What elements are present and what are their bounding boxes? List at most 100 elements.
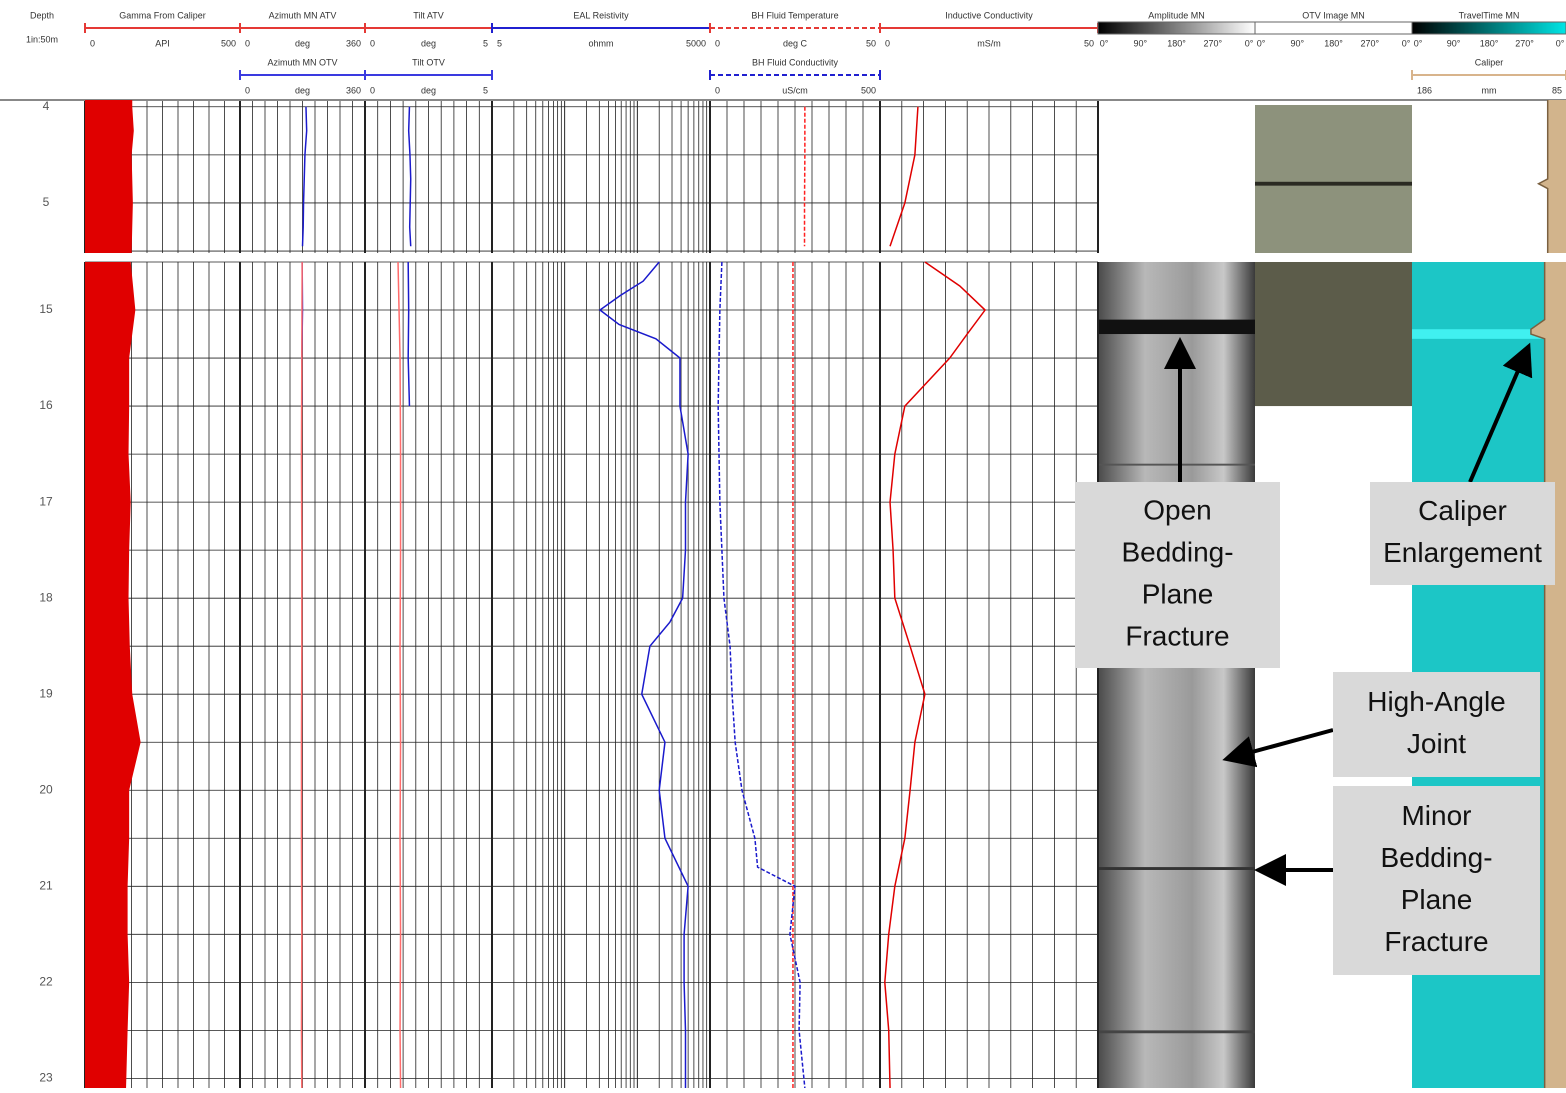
annotation-text: Caliper xyxy=(1418,495,1507,526)
scale-unit: deg xyxy=(421,38,436,48)
track-title: EAL Reistivity xyxy=(573,10,629,20)
depth-label: 23 xyxy=(39,1071,53,1085)
ramp-tick: 270° xyxy=(1515,38,1534,48)
otv-band xyxy=(1255,182,1412,186)
color-ramp xyxy=(1255,22,1412,34)
ramp-tick: 90° xyxy=(1447,38,1461,48)
track-title: Tilt OTV xyxy=(412,57,445,67)
scale-max: 5 xyxy=(483,85,488,95)
ramp-tick: 0° xyxy=(1556,38,1565,48)
ramp-tick: 0° xyxy=(1100,38,1109,48)
annotation-text: Fracture xyxy=(1125,620,1229,651)
log-curve xyxy=(398,262,401,1088)
scale-unit: deg xyxy=(421,85,436,95)
track-title: BH Fluid Temperature xyxy=(751,10,838,20)
annotation-text: Bedding- xyxy=(1380,842,1492,873)
ramp-tick: 90° xyxy=(1290,38,1304,48)
scale-max: 500 xyxy=(221,38,236,48)
ramp-tick: 90° xyxy=(1133,38,1147,48)
ramp-tick: 180° xyxy=(1480,38,1499,48)
grid xyxy=(85,100,1098,1088)
scale-unit: API xyxy=(155,38,170,48)
scale-max: 500 xyxy=(861,85,876,95)
scale-min: 5 xyxy=(497,38,502,48)
track-title: Caliper xyxy=(1475,57,1504,67)
scale-min: 0 xyxy=(245,85,250,95)
scale-unit: uS/cm xyxy=(782,85,808,95)
ramp-tick: 0° xyxy=(1245,38,1254,48)
annotation-text: Enlargement xyxy=(1383,537,1542,568)
log-curve xyxy=(408,262,409,406)
depth-title: Depth xyxy=(30,10,54,20)
otv-image xyxy=(1255,262,1412,406)
annotation-text: Minor xyxy=(1401,800,1471,831)
scale-unit: deg C xyxy=(783,38,808,48)
scale-unit: mm xyxy=(1482,85,1497,95)
log-curve xyxy=(301,262,302,1088)
scale-unit: mS/m xyxy=(977,38,1001,48)
scale-unit: deg xyxy=(295,38,310,48)
ramp-tick: 0° xyxy=(1414,38,1423,48)
depth-label: 18 xyxy=(39,590,53,604)
annotation-text: Fracture xyxy=(1384,926,1488,957)
annotation-text: Open xyxy=(1143,494,1212,525)
scale-unit: deg xyxy=(295,85,310,95)
track-title: TravelTime MN xyxy=(1459,10,1520,20)
scale-min: 0 xyxy=(245,38,250,48)
track-title: Gamma From Caliper xyxy=(119,10,206,20)
annotation-text: Plane xyxy=(1142,578,1214,609)
amplitude-band xyxy=(1098,320,1255,334)
annotation-text: Bedding- xyxy=(1121,536,1233,567)
ramp-tick: 270° xyxy=(1203,38,1222,48)
scale-min: 186 xyxy=(1417,85,1432,95)
scale-max: 50 xyxy=(866,38,876,48)
log-curve xyxy=(409,107,411,247)
amplitude-band xyxy=(1098,1030,1255,1033)
track-title: Amplitude MN xyxy=(1148,10,1205,20)
scale-max: 85 xyxy=(1552,85,1562,95)
ramp-tick: 180° xyxy=(1324,38,1343,48)
log-curve xyxy=(890,107,918,247)
depth-label: 19 xyxy=(39,686,53,700)
depth-label: 16 xyxy=(39,398,53,412)
log-curve xyxy=(1539,100,1548,253)
color-ramp xyxy=(1412,22,1566,34)
scale-min: 0 xyxy=(90,38,95,48)
annotation-text: High-Angle xyxy=(1367,686,1506,717)
track-title: OTV Image MN xyxy=(1302,10,1365,20)
log-curve xyxy=(303,107,307,247)
scale-max: 50 xyxy=(1084,38,1094,48)
annotation-text: Joint xyxy=(1407,728,1466,759)
log-curve xyxy=(885,262,985,1088)
scale-max: 5 xyxy=(483,38,488,48)
amplitude-band xyxy=(1098,464,1255,466)
depth-label: 22 xyxy=(39,975,53,989)
log-curve xyxy=(600,262,688,1088)
track-title: Tilt ATV xyxy=(413,10,444,20)
scale-max: 360 xyxy=(346,85,361,95)
depth-label: 4 xyxy=(43,99,50,113)
scale-min: 0 xyxy=(715,85,720,95)
chart: Depth 1in:50m 45151617181920212223Gamma … xyxy=(0,0,1566,1088)
track-title: BH Fluid Conductivity xyxy=(752,57,839,67)
otv-image xyxy=(1255,105,1412,253)
ramp-tick: 0° xyxy=(1257,38,1266,48)
track-title: Azimuth MN OTV xyxy=(267,57,337,67)
scale-max: 360 xyxy=(346,38,361,48)
color-ramp xyxy=(1098,22,1255,34)
depth-label: 5 xyxy=(43,195,50,209)
scale-min: 0 xyxy=(715,38,720,48)
depth-scale: 1in:50m xyxy=(26,34,58,44)
amplitude-band xyxy=(1098,867,1255,870)
track-title: Azimuth MN ATV xyxy=(269,10,337,20)
scale-min: 0 xyxy=(370,85,375,95)
ramp-tick: 270° xyxy=(1360,38,1379,48)
caliper-fill xyxy=(1539,100,1566,253)
ramp-tick: 180° xyxy=(1167,38,1186,48)
ramp-tick: 0° xyxy=(1402,38,1411,48)
track-title: Inductive Conductivity xyxy=(945,10,1033,20)
scale-min: 0 xyxy=(885,38,890,48)
scale-unit: ohmm xyxy=(588,38,613,48)
scale-min: 0 xyxy=(370,38,375,48)
log-curve xyxy=(718,262,805,1088)
